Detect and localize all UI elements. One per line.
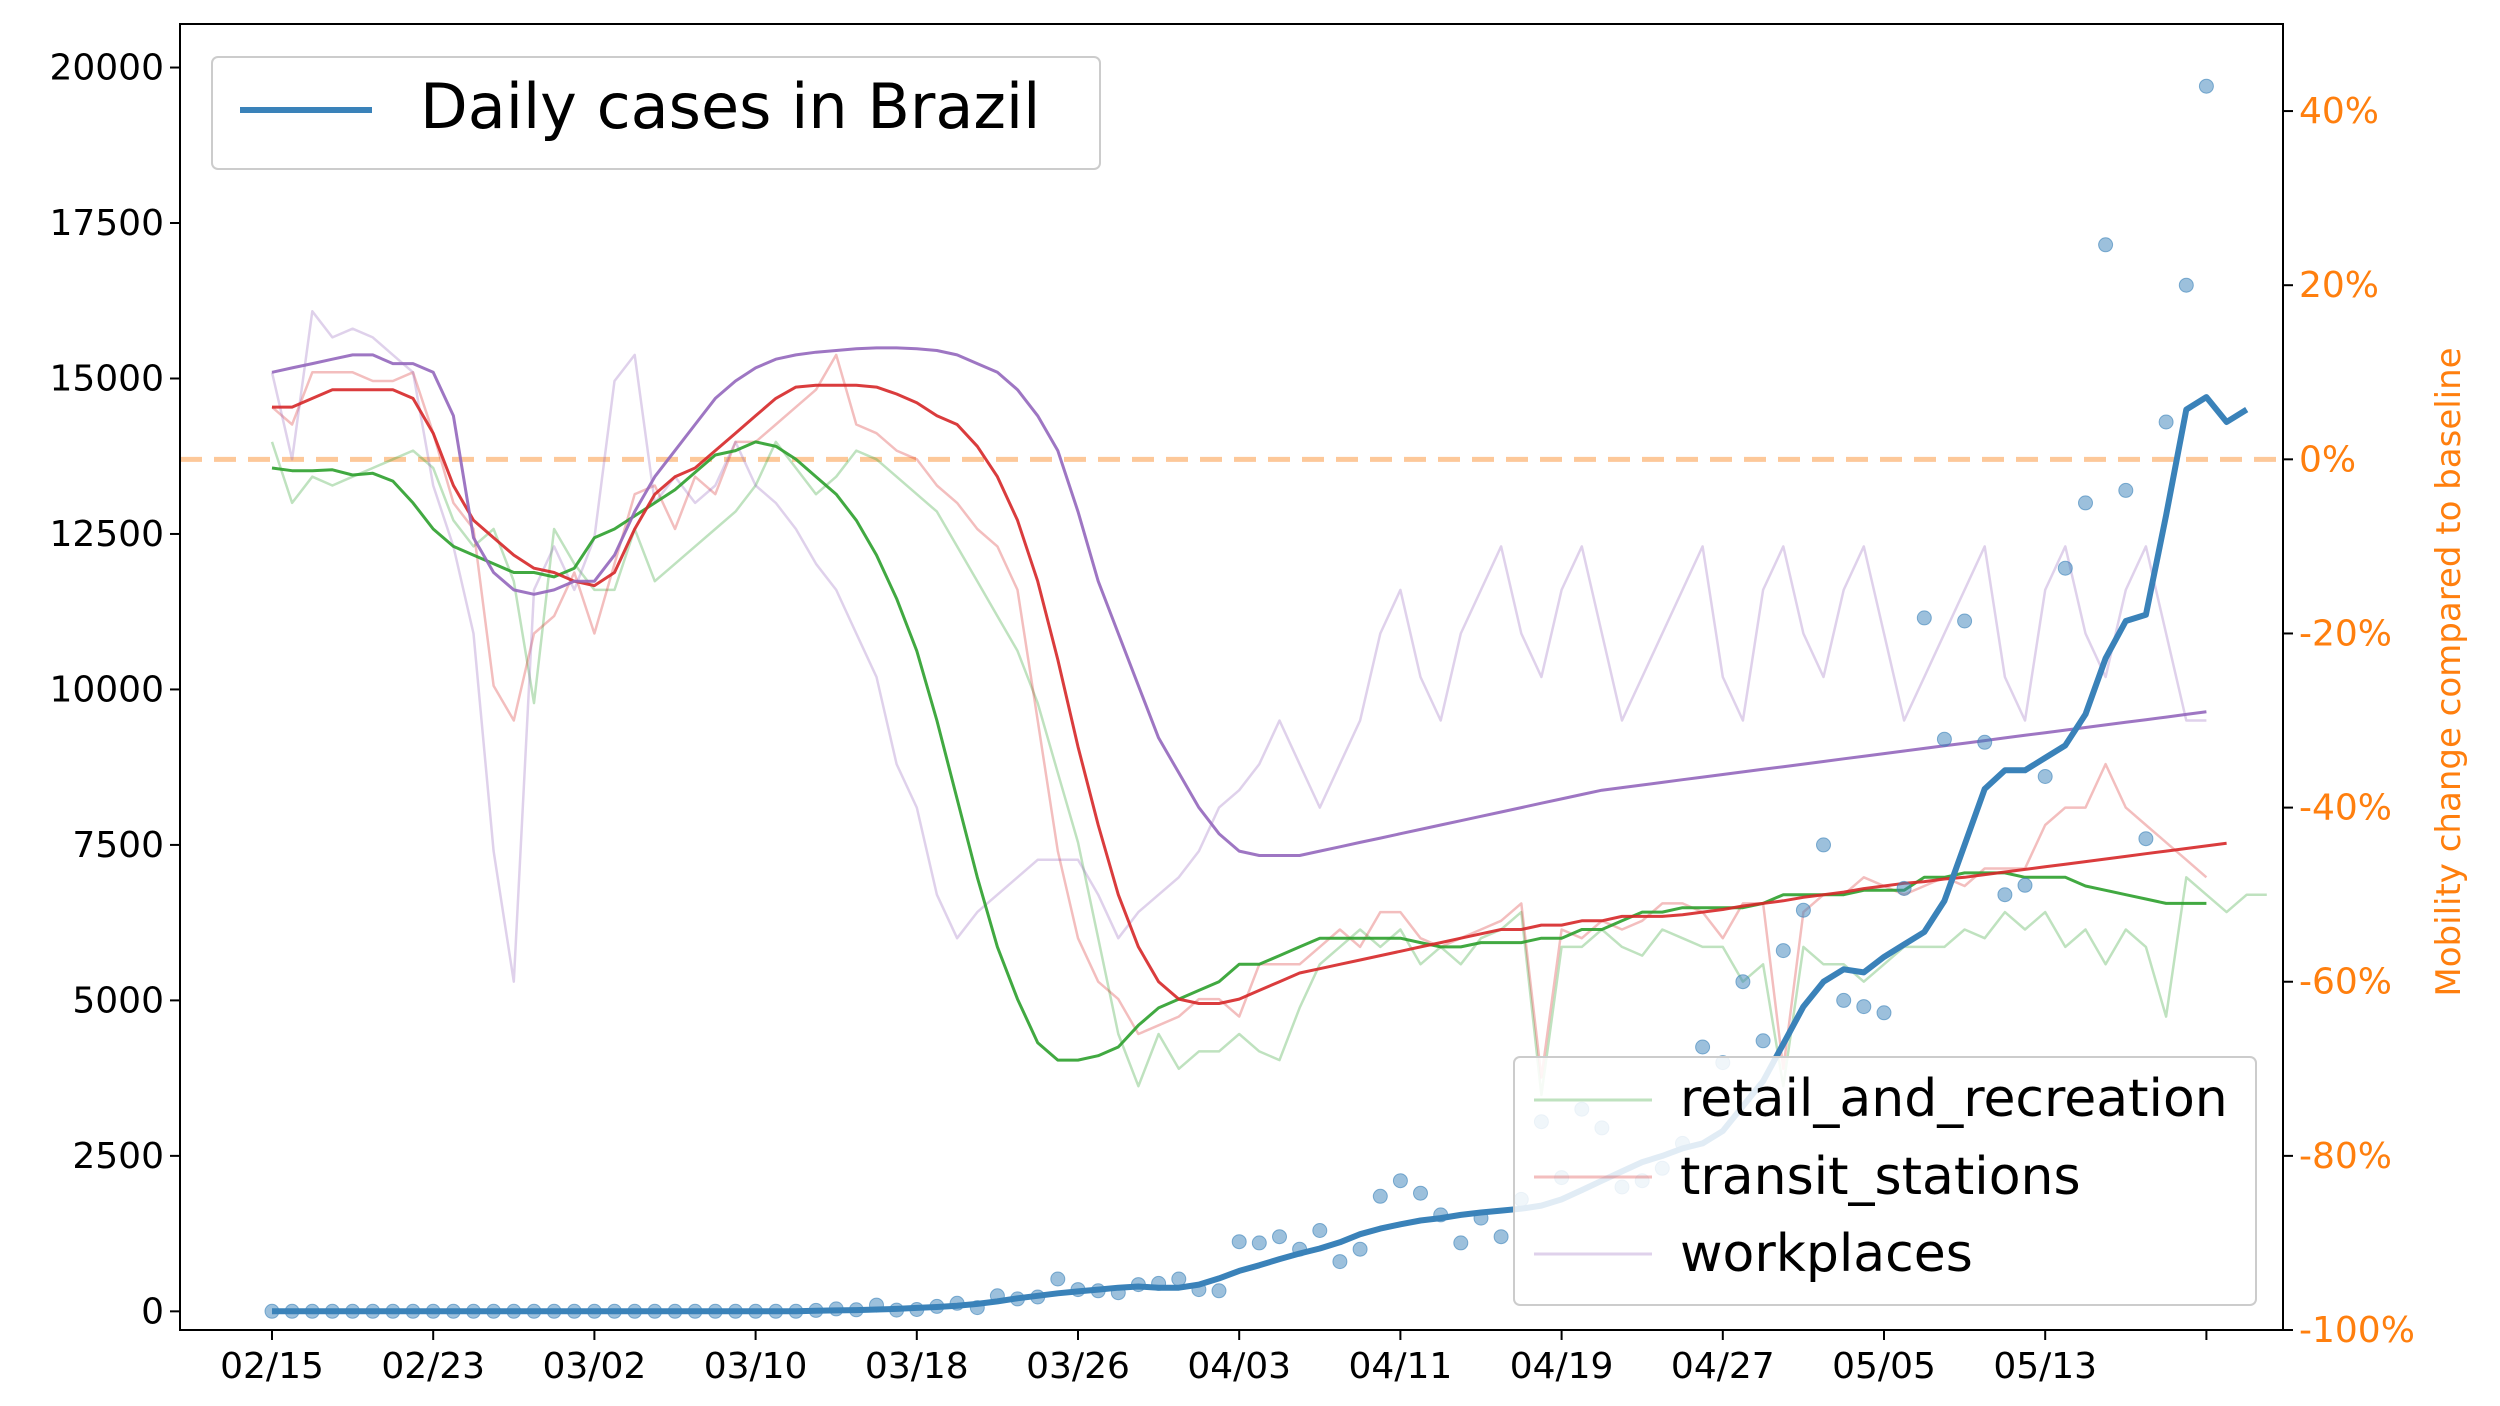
series-retail-avg — [271, 440, 2207, 1062]
case-point — [1352, 1241, 1368, 1257]
case-point — [1453, 1235, 1469, 1251]
right-tick-label: -40% — [2299, 788, 2392, 829]
case-point — [1916, 610, 1932, 626]
right-tick-label: -20% — [2299, 613, 2392, 654]
left-tick-label: 20000 — [49, 48, 164, 89]
x-tick-label: 04/19 — [1510, 1346, 1614, 1387]
left-tick-label: 0 — [141, 1291, 164, 1332]
case-point — [1392, 1173, 1408, 1189]
series-retail-raw — [270, 440, 2267, 1097]
legend-label-retail: retail_and_recreation — [1680, 1069, 2228, 1129]
case-point — [1876, 1005, 1892, 1021]
x-tick-label: 04/11 — [1349, 1346, 1453, 1387]
right-tick-label: 40% — [2299, 91, 2379, 132]
right-tick-label: -60% — [2299, 962, 2392, 1003]
case-point — [1896, 880, 1912, 896]
right-axis: -100% -80% -60% -40% -20% 0% 20% 40% — [2283, 91, 2415, 1351]
case-point — [1050, 1271, 1066, 1287]
case-point — [1332, 1254, 1348, 1270]
legend-bottom: retail_and_recreation transit_stations w… — [1513, 1056, 2257, 1306]
case-point — [2138, 831, 2154, 847]
case-point — [2017, 877, 2033, 893]
case-point — [1795, 902, 1811, 918]
x-tick-label: 03/10 — [704, 1346, 808, 1387]
plot-area — [180, 78, 2283, 1319]
case-point — [1251, 1235, 1267, 1251]
x-tick-label: 04/27 — [1671, 1346, 1775, 1387]
x-tick-label: 03/26 — [1026, 1346, 1130, 1387]
x-tick-label: 04/03 — [1187, 1346, 1291, 1387]
case-point — [1936, 731, 1952, 747]
case-point — [1836, 992, 1852, 1008]
case-point — [1775, 943, 1791, 959]
legend-label-workplaces: workplaces — [1680, 1224, 1973, 1284]
case-point — [2098, 237, 2114, 253]
case-point — [1816, 837, 1831, 853]
right-tick-label: 20% — [2299, 265, 2379, 306]
case-point — [1977, 734, 1993, 750]
case-point — [1755, 1033, 1771, 1049]
x-tick-label: 02/23 — [381, 1346, 485, 1387]
case-point — [1957, 613, 1973, 629]
legend-label-transit: transit_stations — [1680, 1147, 2081, 1207]
x-tick-label: 05/13 — [1993, 1346, 2097, 1387]
case-point — [1272, 1229, 1287, 1245]
left-tick-label: 15000 — [49, 358, 164, 399]
plot-frame — [179, 23, 2284, 1331]
left-axis: 0 2500 5000 7500 10000 12500 15000 17500 20000 — [49, 48, 180, 1332]
case-point — [1312, 1223, 1328, 1238]
case-point — [1413, 1185, 1428, 1201]
left-tick-label: 2500 — [72, 1136, 164, 1177]
case-point — [1997, 887, 2013, 903]
case-point — [2057, 560, 2073, 576]
x-tick-label: 05/05 — [1832, 1346, 1936, 1387]
series-transit-avg — [272, 383, 2227, 1005]
x-tick-label: 03/18 — [865, 1346, 969, 1387]
left-tick-label: 12500 — [49, 514, 164, 555]
series-transit-raw — [271, 353, 2208, 1079]
series-workplaces-avg — [271, 346, 2207, 857]
case-point — [2118, 482, 2134, 498]
legend-top-label: Daily cases in Brazil — [420, 70, 1040, 143]
case-point — [2078, 495, 2093, 511]
x-tick-label: 02/15 — [220, 1346, 324, 1387]
case-point — [1231, 1234, 1247, 1250]
x-axis: 02/15 02/23 03/02 03/10 03/18 03/26 04/03 04/11… — [220, 1330, 2208, 1387]
case-point — [1735, 974, 1751, 990]
right-tick-label: -100% — [2299, 1310, 2415, 1351]
legend-bottom-box — [1513, 1056, 2257, 1306]
right-axis-label: Mobility change compared to baseline — [2429, 347, 2469, 996]
case-point — [2198, 78, 2214, 94]
x-tick-label: 03/02 — [543, 1346, 647, 1387]
case-point — [2158, 414, 2174, 430]
left-tick-label: 5000 — [72, 980, 164, 1021]
case-point — [2178, 277, 2194, 293]
series-cases-avg — [272, 394, 2249, 1315]
case-point — [1695, 1039, 1711, 1055]
case-point — [1372, 1188, 1388, 1204]
right-tick-label: -80% — [2299, 1136, 2392, 1177]
left-tick-label: 10000 — [49, 669, 164, 710]
case-point — [2037, 769, 2053, 784]
case-point — [1856, 999, 1872, 1015]
left-tick-label: 7500 — [72, 825, 164, 866]
right-tick-label: 0% — [2299, 439, 2356, 480]
legend-top: Daily cases in Brazil — [211, 56, 1101, 170]
left-tick-label: 17500 — [49, 203, 164, 244]
legend-top-box — [211, 56, 1101, 170]
case-point — [1211, 1283, 1227, 1299]
case-point — [1493, 1229, 1509, 1245]
case-point — [1171, 1271, 1187, 1287]
